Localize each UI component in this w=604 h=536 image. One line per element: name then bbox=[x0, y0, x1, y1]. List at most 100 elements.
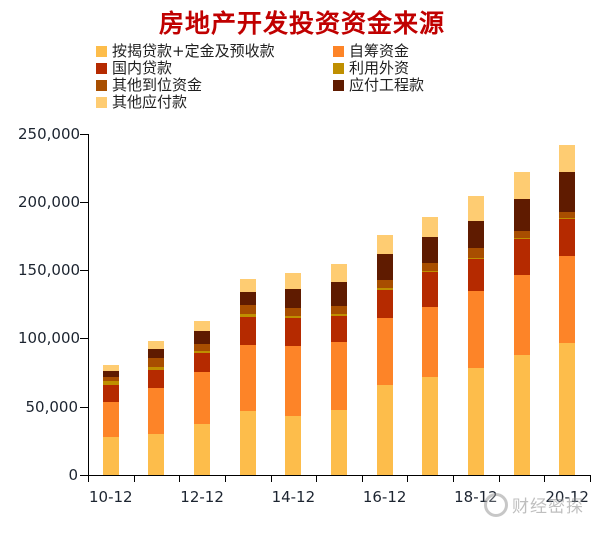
legend-swatch-icon bbox=[333, 45, 344, 57]
bar-segment-14-12-s6 bbox=[285, 273, 302, 289]
bar-segment-11-12-s5 bbox=[148, 349, 165, 359]
y-axis-label: 50,000 bbox=[25, 397, 79, 416]
bar-segment-10-12-s3 bbox=[102, 381, 119, 385]
bar-segment-18-12-s2 bbox=[467, 259, 484, 291]
bar-segment-11-12-s2 bbox=[148, 369, 165, 388]
x-axis-line bbox=[88, 475, 591, 476]
y-axis-label: 250,000 bbox=[18, 124, 81, 143]
bar-segment-19-12-s5 bbox=[513, 199, 530, 231]
x-axis-tick bbox=[270, 475, 272, 482]
bar-segment-10-12-s1 bbox=[102, 402, 119, 438]
legend-label: 国内贷款 bbox=[112, 59, 173, 77]
x-axis-label: 18-12 bbox=[454, 488, 498, 506]
bar-segment-10-12-s5 bbox=[102, 370, 119, 377]
bar-segment-11-12-s6 bbox=[148, 340, 165, 350]
bar-segment-11-12-s4 bbox=[148, 358, 165, 367]
bar-segment-15-12-s1 bbox=[331, 342, 347, 410]
y-axis-tick bbox=[80, 475, 88, 476]
bar-segment-17-12-s3 bbox=[422, 270, 439, 273]
bar-segment-16-12-s5 bbox=[376, 254, 393, 280]
bar-segment-18-12-s3 bbox=[467, 258, 484, 260]
y-axis-tick bbox=[80, 133, 88, 135]
bar-segment-20-12-s4 bbox=[559, 211, 576, 219]
y-axis-label: 100,000 bbox=[18, 329, 81, 348]
bar-segment-13-12-s5 bbox=[239, 292, 256, 306]
bar-segment-18-12-s6 bbox=[467, 196, 484, 222]
bar-segment-16-12-s6 bbox=[376, 235, 393, 255]
x-axis-label: 16-12 bbox=[362, 488, 407, 506]
legend-label: 其他应付款 bbox=[112, 93, 188, 111]
y-axis-tick bbox=[80, 338, 88, 340]
bar-segment-19-12-s3 bbox=[513, 238, 530, 239]
bar-segment-20-12-s0 bbox=[559, 343, 576, 475]
bar-segment-12-12-s4 bbox=[194, 344, 211, 352]
legend-label: 其他到位资金 bbox=[112, 76, 203, 94]
bar-segment-12-12-s3 bbox=[194, 351, 211, 354]
bar-segment-11-12-s0 bbox=[148, 434, 165, 475]
bar-segment-20-12-s5 bbox=[559, 172, 576, 212]
bar-segment-11-12-s1 bbox=[148, 388, 165, 435]
legend-swatch-icon bbox=[96, 62, 107, 74]
x-axis-tick bbox=[224, 475, 226, 482]
x-axis-tick bbox=[544, 475, 546, 482]
legend-swatch-icon bbox=[96, 45, 107, 57]
bar-segment-19-12-s6 bbox=[513, 172, 530, 200]
bar-segment-16-12-s0 bbox=[376, 384, 393, 475]
bar-segment-18-12-s0 bbox=[467, 368, 484, 475]
legend-label: 利用外资 bbox=[349, 59, 410, 77]
bar-segment-12-12-s2 bbox=[194, 353, 211, 373]
bar-segment-20-12-s6 bbox=[559, 145, 576, 173]
bar-segment-16-12-s2 bbox=[376, 290, 393, 319]
bar-segment-13-12-s4 bbox=[239, 305, 256, 314]
bar-segment-11-12-s3 bbox=[148, 366, 165, 370]
bar-segment-20-12-s1 bbox=[559, 256, 576, 344]
bar-segment-10-12-s6 bbox=[102, 365, 119, 371]
legend-item: 其他到位资金 bbox=[96, 77, 202, 93]
legend-item: 国内贷款 bbox=[96, 60, 172, 76]
legend-item: 自筹资金 bbox=[333, 43, 409, 59]
bar-segment-19-12-s4 bbox=[513, 230, 530, 239]
bar-segment-17-12-s6 bbox=[422, 216, 439, 238]
bar-segment-18-12-s4 bbox=[467, 248, 484, 259]
x-axis-tick bbox=[316, 475, 318, 482]
bar-segment-15-12-s6 bbox=[331, 264, 347, 283]
y-axis-tick bbox=[80, 201, 88, 203]
bar-segment-13-12-s2 bbox=[239, 316, 256, 345]
bar-segment-18-12-s5 bbox=[467, 221, 484, 249]
legend-swatch-icon bbox=[96, 96, 107, 108]
x-axis-label: 20-12 bbox=[545, 488, 589, 506]
y-axis-label: 200,000 bbox=[18, 192, 81, 211]
legend-swatch-icon bbox=[333, 79, 344, 91]
bar-segment-17-12-s5 bbox=[422, 237, 439, 264]
y-axis-tick bbox=[80, 406, 88, 408]
bar-segment-14-12-s3 bbox=[285, 315, 302, 319]
x-axis-label: 10-12 bbox=[89, 488, 133, 506]
bar-segment-12-12-s1 bbox=[194, 372, 211, 425]
bar-segment-15-12-s4 bbox=[331, 305, 347, 315]
bar-segment-17-12-s0 bbox=[422, 377, 439, 475]
bar-segment-16-12-s3 bbox=[376, 288, 393, 291]
y-axis-label: 150,000 bbox=[18, 261, 81, 280]
bar-segment-12-12-s0 bbox=[194, 424, 211, 475]
legend-swatch-icon bbox=[96, 79, 107, 91]
x-axis-tick bbox=[498, 475, 500, 482]
bar-segment-12-12-s6 bbox=[194, 320, 211, 331]
bar-segment-13-12-s0 bbox=[239, 410, 256, 475]
bar-segment-15-12-s2 bbox=[331, 316, 347, 343]
bar-segment-10-12-s0 bbox=[102, 437, 119, 475]
bar-segment-14-12-s2 bbox=[285, 318, 302, 347]
bar-segment-13-12-s1 bbox=[239, 344, 256, 411]
x-axis-label: 14-12 bbox=[271, 488, 316, 506]
bar-segment-17-12-s2 bbox=[422, 272, 439, 308]
bar-segment-17-12-s1 bbox=[422, 307, 439, 378]
chart-title: 房地产开发投资资金来源 bbox=[158, 9, 445, 38]
x-axis-tick bbox=[361, 475, 363, 482]
legend-label: 按揭贷款+定金及预收款 bbox=[112, 42, 275, 60]
bar-segment-18-12-s1 bbox=[467, 290, 484, 369]
x-axis-tick bbox=[590, 475, 591, 482]
y-axis-line bbox=[88, 133, 89, 476]
bar-segment-10-12-s2 bbox=[102, 384, 119, 403]
x-axis-tick bbox=[179, 475, 181, 482]
y-axis-tick bbox=[80, 270, 88, 272]
